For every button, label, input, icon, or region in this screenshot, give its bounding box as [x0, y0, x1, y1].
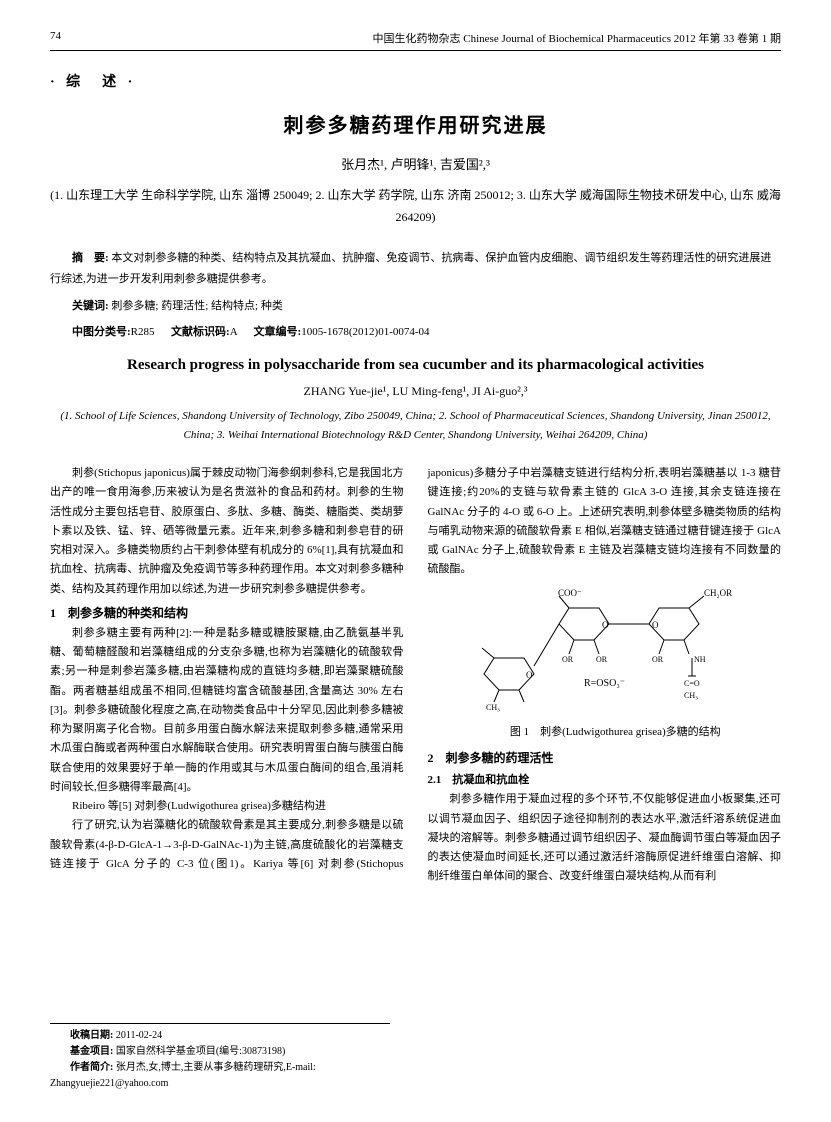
received-date: 2011-02-24 — [116, 1030, 162, 1041]
fig-label: O — [652, 620, 659, 630]
article-id-label: 文章编号: — [254, 326, 302, 338]
molecule-diagram: COO⁻ CH₂OR O O O OR OR OR NH C=O CH₃ CH₃… — [454, 586, 754, 716]
body-text: 刺参(Stichopus japonicus)属于棘皮动物门海参纲刺参科,它是我… — [50, 464, 781, 887]
fig-label: C=O — [684, 679, 700, 688]
doc-code-label: 文献标识码: — [171, 326, 230, 338]
paragraph: 刺参多糖主要有两种[2]:一种是黏多糖或糖胺聚糖,由乙酰氨基半乳糖、葡萄糖醛酸和… — [50, 624, 404, 797]
article-id-value: 1005-1678(2012)01-0074-04 — [301, 326, 429, 338]
title-english: Research progress in polysaccharide from… — [50, 357, 781, 374]
keywords-text: 刺参多糖; 药理活性; 结构特点; 种类 — [111, 300, 282, 312]
affiliations-chinese: (1. 山东理工大学 生命科学学院, 山东 淄博 250049; 2. 山东大学… — [50, 185, 781, 228]
received-label: 收稿日期: — [70, 1030, 113, 1041]
journal-name: 中国生化药物杂志 Chinese Journal of Biochemical … — [373, 30, 781, 46]
paragraph: 刺参多糖作用于凝血过程的多个环节,不仅能够促进血小板聚集,还可以调节凝血因子、组… — [428, 790, 782, 886]
paragraph: 刺参(Stichopus japonicus)属于棘皮动物门海参纲刺参科,它是我… — [50, 464, 404, 599]
authors-english: ZHANG Yue-jie¹, LU Ming-feng¹, JI Ai-guo… — [50, 384, 781, 399]
affiliations-english: (1. School of Life Sciences, Shandong Un… — [50, 407, 781, 444]
fund-label: 基金项目: — [70, 1046, 113, 1057]
author-email: Zhangyuejie221@yahoo.com — [50, 1076, 390, 1092]
author-label: 作者简介: — [70, 1062, 113, 1073]
fig-label: CH₂OR — [704, 588, 732, 598]
meta-line: 中图分类号:R285 文献标识码:A 文章编号:1005-1678(2012)0… — [50, 323, 781, 339]
keywords-label: 关键词: — [72, 300, 109, 312]
heading-1: 1 刺参多糖的种类和结构 — [50, 603, 404, 624]
author-bio: 张月杰,女,博士,主要从事多糖药理研究,E-mail: — [116, 1062, 316, 1073]
heading-2-1: 2.1 抗凝血和抗血栓 — [428, 771, 782, 790]
fig-label: O — [602, 620, 609, 630]
section-marker: · 综 述 · — [50, 71, 781, 91]
fig-label: OR — [652, 655, 664, 664]
fig-label: CH₃ — [486, 703, 500, 712]
page-number: 74 — [50, 30, 61, 46]
clc-value: R285 — [131, 326, 155, 338]
keywords-block: 关键词: 刺参多糖; 药理活性; 结构特点; 种类 — [50, 296, 781, 317]
authors-chinese: 张月杰¹, 卢明锋¹, 吉爱国²,³ — [50, 154, 781, 173]
title-chinese: 刺参多糖药理作用研究进展 — [50, 109, 781, 138]
figure-caption: 图 1 刺参(Ludwigothurea grisea)多糖的结构 — [428, 723, 782, 742]
heading-2: 2 刺参多糖的药理活性 — [428, 748, 782, 769]
paragraph: Ribeiro 等[5] 对刺参(Ludwigothurea grisea)多糖… — [50, 797, 404, 816]
fig-label: O — [526, 670, 533, 680]
fig-label: COO⁻ — [558, 588, 582, 598]
abstract-text: 本文对刺参多糖的种类、结构特点及其抗凝血、抗肿瘤、免疫调节、抗病毒、保护血管内皮… — [50, 252, 771, 285]
footnotes: 收稿日期: 2011-02-24 基金项目: 国家自然科学基金项目(编号:308… — [50, 1023, 390, 1092]
fig-label: OR — [562, 655, 574, 664]
figure-1: COO⁻ CH₂OR O O O OR OR OR NH C=O CH₃ CH₃… — [428, 586, 782, 743]
abstract-block: 摘 要: 本文对刺参多糖的种类、结构特点及其抗凝血、抗肿瘤、免疫调节、抗病毒、保… — [50, 248, 781, 290]
fig-label: CH₃ — [684, 691, 698, 700]
fig-label: OR — [596, 655, 608, 664]
page-header: 74 中国生化药物杂志 Chinese Journal of Biochemic… — [50, 30, 781, 51]
clc-label: 中图分类号: — [72, 326, 131, 338]
fig-label: NH — [694, 655, 706, 664]
abstract-label: 摘 要: — [72, 252, 109, 264]
fig-r-label: R=OSO₃⁻ — [584, 678, 625, 689]
fund-text: 国家自然科学基金项目(编号:30873198) — [116, 1046, 285, 1057]
doc-code-value: A — [230, 326, 237, 338]
